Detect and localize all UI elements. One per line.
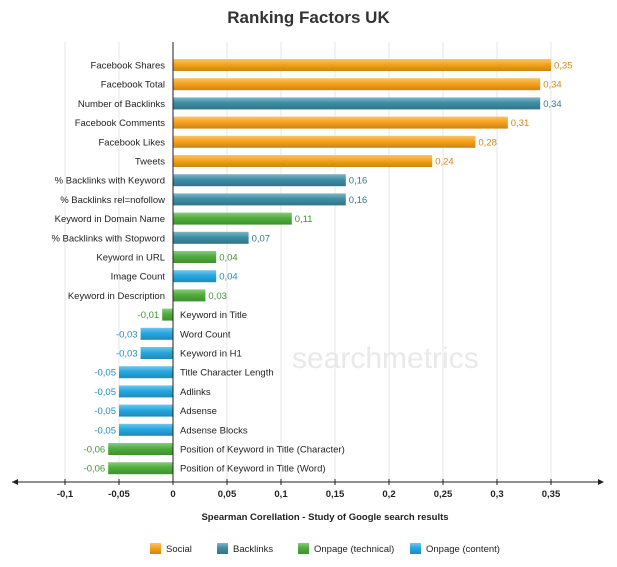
value-label: -0,06: [84, 464, 106, 475]
category-label: Keyword in H1: [180, 349, 242, 360]
value-label: 0,07: [252, 233, 271, 244]
category-label: Tweets: [135, 157, 165, 168]
value-label: 0,11: [295, 214, 313, 225]
category-label: % Backlinks rel=nofollow: [60, 195, 165, 206]
category-label: Keyword in Description: [68, 291, 165, 302]
value-label: -0,05: [94, 406, 116, 417]
category-label: % Backlinks with Keyword: [55, 176, 165, 187]
bar-keyword-in-description: [173, 289, 206, 302]
legend-swatch-onpage-content: [410, 543, 421, 554]
chart-title: Ranking Factors UK: [227, 8, 390, 27]
value-label: 0,03: [208, 291, 227, 302]
value-label: 0,16: [349, 195, 368, 206]
legend-label-onpage-technical: Onpage (technical): [314, 544, 394, 555]
bar-facebook-comments: [173, 116, 508, 129]
bar-title-character-length: [119, 366, 173, 379]
bar-facebook-likes: [173, 135, 476, 148]
watermark-text: searchmetrics: [292, 342, 479, 375]
legend-swatch-backlinks: [217, 543, 228, 554]
value-label: -0,06: [84, 445, 106, 456]
category-label: Facebook Likes: [98, 137, 165, 148]
value-label: 0,24: [435, 157, 454, 168]
legend-label-backlinks: Backlinks: [233, 544, 273, 555]
value-label: -0,01: [138, 310, 160, 321]
category-label: Adlinks: [180, 387, 211, 398]
category-label: Facebook Shares: [91, 61, 166, 72]
bar-backlinks-with-keyword: [173, 174, 346, 187]
category-label: Position of Keyword in Title (Character): [180, 445, 345, 456]
legend-label-onpage-content: Onpage (content): [426, 544, 500, 555]
bar-keyword-in-h1: [140, 347, 173, 359]
value-label: -0,03: [116, 329, 138, 340]
value-label: 0,35: [554, 61, 573, 72]
value-label: 0,34: [543, 80, 562, 91]
legend-swatch-onpage-technical: [298, 543, 309, 554]
value-label: 0,31: [511, 118, 530, 129]
category-label: Position of Keyword in Title (Word): [180, 464, 326, 475]
category-label: % Backlinks with Stopword: [51, 233, 165, 244]
legend-label-social: Social: [166, 544, 192, 555]
category-label: Keyword in Title: [180, 310, 247, 321]
legend-swatch-social: [150, 543, 161, 554]
value-label: -0,05: [94, 387, 116, 398]
bar-keyword-in-title: [162, 308, 173, 321]
value-label: 0,04: [219, 272, 238, 283]
category-label: Word Count: [180, 329, 231, 340]
value-label: 0,16: [349, 176, 368, 187]
bars-layer: Facebook Shares 0,35 Facebook Total 0,34 Num…: [51, 59, 573, 475]
x-tick-label: 0: [170, 489, 175, 500]
value-label: -0,03: [116, 349, 138, 360]
x-axis-right-arrow: [598, 479, 604, 485]
x-tick-label: 0,1: [274, 489, 288, 500]
watermark-layer: searchmetrics: [292, 342, 479, 375]
x-tick-label: -0,05: [108, 489, 130, 500]
x-tick-label: 0,15: [326, 489, 345, 500]
category-label: Title Character Length: [180, 368, 274, 379]
x-tick-label: 0,05: [218, 489, 237, 500]
x-tick-label: 0,35: [542, 489, 561, 500]
category-label: Keyword in URL: [96, 253, 165, 264]
bar-image-count: [173, 270, 217, 283]
bar-facebook-total: [173, 78, 541, 91]
category-label: Adsense Blocks: [180, 425, 248, 436]
bar-position-of-keyword-in-title-character: [108, 443, 173, 455]
value-label: 0,04: [219, 253, 238, 264]
x-tick-label: 0,25: [434, 489, 453, 500]
bar-adlinks: [119, 385, 173, 398]
bar-facebook-shares: [173, 59, 551, 71]
bar-backlinks-rel-nofollow: [173, 193, 346, 206]
bar-tweets: [173, 155, 433, 167]
x-tick-label: -0,1: [57, 489, 74, 500]
category-label: Image Count: [111, 272, 166, 283]
value-label: -0,05: [94, 425, 116, 436]
bar-adsense: [119, 404, 173, 417]
category-label: Facebook Comments: [75, 118, 166, 129]
category-label: Adsense: [180, 406, 217, 417]
bar-position-of-keyword-in-title-word: [108, 462, 173, 475]
x-axis-label: Spearman Corellation - Study of Google s…: [201, 512, 448, 523]
category-label: Facebook Total: [101, 80, 165, 91]
bar-backlinks-with-stopword: [173, 231, 249, 244]
bar-number-of-backlinks: [173, 97, 541, 110]
legend: Social Backlinks Onpage (technical) Onpage …: [150, 543, 500, 555]
bar-word-count: [140, 327, 173, 340]
category-label: Keyword in Domain Name: [55, 214, 165, 225]
axis-layer: -0,1 -0,05 0 0,05 0,1 0,15 0,2 0,25 0,3 0,35 Spear…: [12, 42, 604, 523]
value-label: 0,34: [543, 99, 562, 110]
bar-keyword-in-domain-name: [173, 212, 292, 225]
grid-layer: [64, 42, 552, 482]
x-tick-label: 0,2: [382, 489, 395, 500]
category-label: Number of Backlinks: [78, 99, 165, 110]
value-label: 0,28: [478, 137, 497, 148]
value-label: -0,05: [94, 368, 116, 379]
x-axis-left-arrow: [12, 479, 18, 485]
x-tick-label: 0,3: [490, 489, 503, 500]
bar-keyword-in-url: [173, 251, 217, 263]
bar-adsense-blocks: [119, 423, 173, 436]
